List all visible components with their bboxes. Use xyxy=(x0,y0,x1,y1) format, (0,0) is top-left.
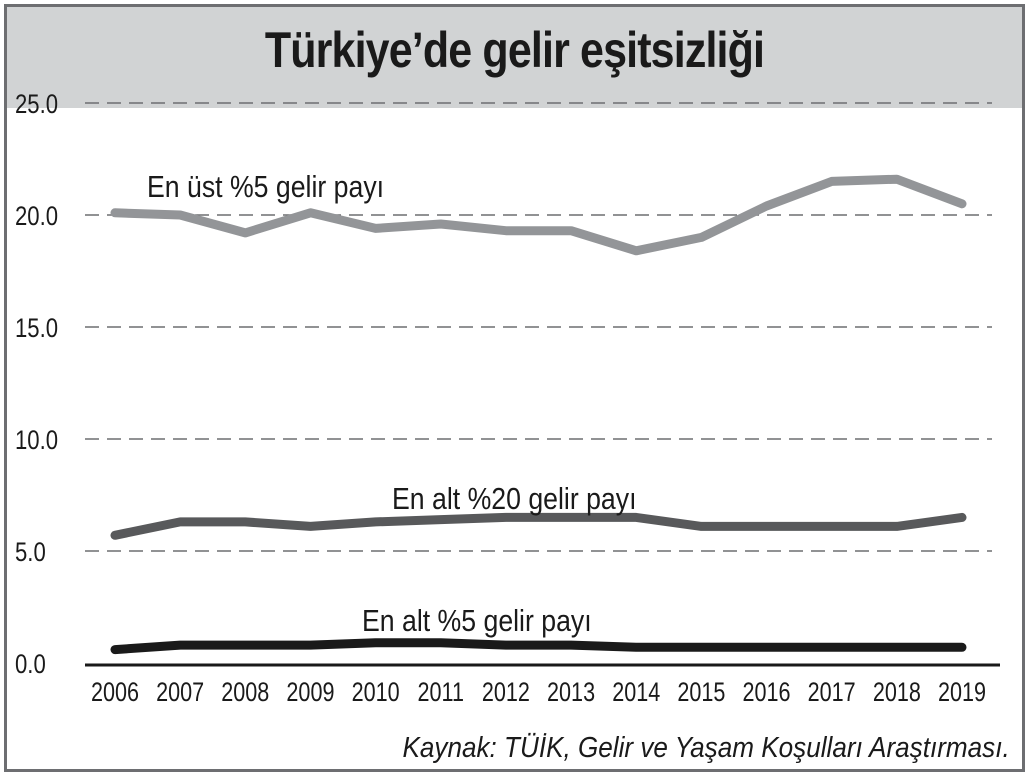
x-tick-label: 2006 xyxy=(91,678,139,708)
x-tick-label: 2014 xyxy=(612,678,660,708)
x-tick-label: 2017 xyxy=(808,678,856,708)
series-line xyxy=(110,512,967,540)
title-band xyxy=(7,7,1022,108)
x-tick-label: 2011 xyxy=(418,678,464,708)
x-tick-label: 2015 xyxy=(677,678,725,708)
x-tick-label: 2007 xyxy=(156,678,204,708)
x-tick-label: 2013 xyxy=(547,678,595,708)
source-note: Kaynak: TÜİK, Gelir ve Yaşam Koşulları A… xyxy=(402,732,1010,764)
x-tick-label: 2012 xyxy=(482,678,530,708)
series-label: En alt %20 gelir payı xyxy=(392,482,636,516)
y-tick-label: 0.0 xyxy=(15,650,46,680)
x-tick-label: 2018 xyxy=(873,678,921,708)
x-tick-label: 2016 xyxy=(743,678,791,708)
chart-frame: 0.0 5.0 10.0 15.0 20.0 25.0 2006 2007 2008 2009 20… xyxy=(4,4,1025,772)
x-tick-label: 2009 xyxy=(286,678,334,708)
series-line xyxy=(110,638,967,655)
x-tick-label: 2008 xyxy=(221,678,269,708)
y-tick-label: 20.0 xyxy=(15,202,58,232)
x-tick-label: 2010 xyxy=(352,678,400,708)
y-tick-label: 5.0 xyxy=(15,538,46,568)
x-tick-label: 2019 xyxy=(938,678,986,708)
line-chart: 0.0 5.0 10.0 15.0 20.0 25.0 2006 2007 2008 2009 20… xyxy=(15,90,1000,708)
series-label: En alt %5 gelir payı xyxy=(362,604,592,638)
y-tick-label: 10.0 xyxy=(15,426,58,456)
chart-title: Türkiye’de gelir eşitsizliği xyxy=(264,22,765,78)
series-line xyxy=(110,174,967,256)
series-label: En üst %5 gelir payı xyxy=(147,170,384,204)
y-tick-label: 25.0 xyxy=(15,90,58,120)
y-tick-label: 15.0 xyxy=(15,314,58,344)
